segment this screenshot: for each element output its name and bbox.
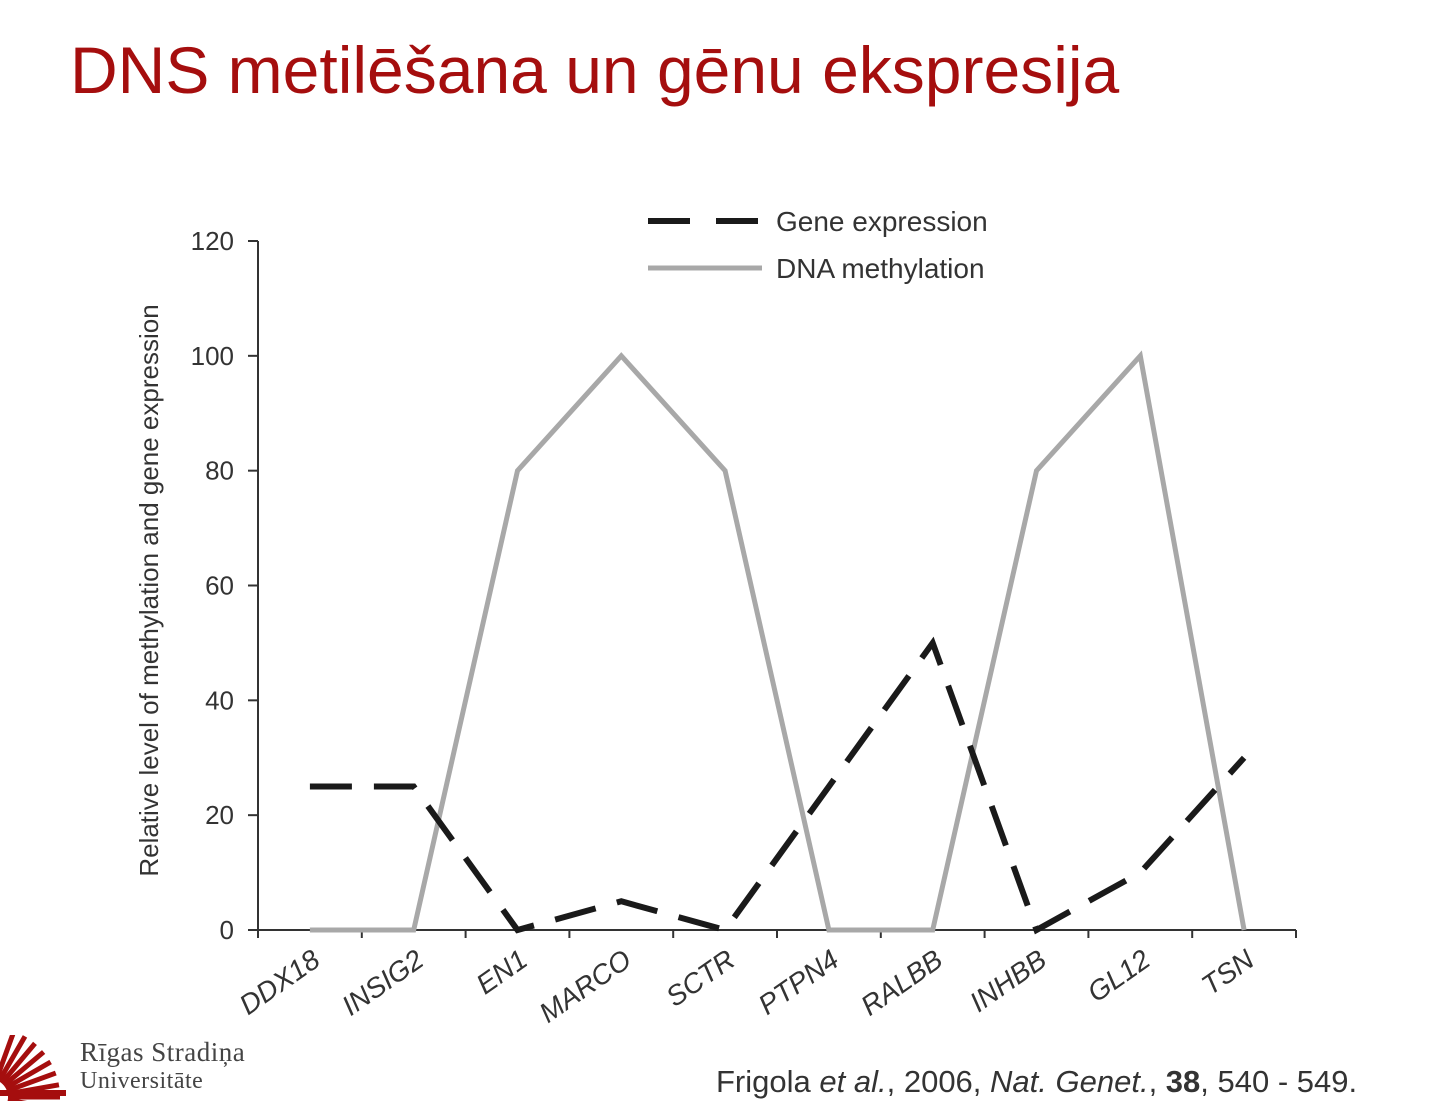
series-line-gene-expression <box>309 636 1247 935</box>
x-tick-label: TSN <box>1196 943 1260 1001</box>
chart-series <box>309 350 1247 935</box>
y-tick-label: 120 <box>191 226 234 256</box>
university-logo-icon <box>0 1035 66 1101</box>
citation-authors: Frigola <box>716 1064 811 1099</box>
x-tick-label: SCTR <box>660 944 740 1013</box>
x-tick-label: INSIG2 <box>336 943 429 1021</box>
logo-text-line2: Universitāte <box>80 1068 204 1094</box>
y-tick-label: 0 <box>220 915 234 945</box>
y-tick-label: 100 <box>191 341 234 371</box>
x-tick-label: RALBB <box>855 944 948 1022</box>
y-tick-label: 60 <box>205 571 234 601</box>
series-line-dna-methylation <box>309 350 1247 933</box>
legend-label: DNA methylation <box>776 253 985 284</box>
x-tick-label: INHBB <box>964 944 1052 1018</box>
x-tick-label: GL12 <box>1082 943 1156 1008</box>
citation: Frigola et al., 2006, Nat. Genet., 38, 5… <box>716 1064 1357 1100</box>
logo-text-line1: Rīgas Stradiņa <box>80 1037 246 1067</box>
x-tick-label: PTPN4 <box>753 944 845 1021</box>
x-tick-label: MARCO <box>534 944 637 1029</box>
x-tick-label: DDX18 <box>234 943 326 1020</box>
x-tick-label: EN1 <box>471 944 533 1001</box>
chart-legend: Gene expression DNA methylation <box>648 206 988 284</box>
citation-journal: Nat. Genet. <box>990 1064 1149 1099</box>
x-axis: DDX18 INSIG2 EN1 MARCO SCTR PTPN4 RALBB INHBB GL… <box>234 929 1297 1029</box>
y-tick-label: 20 <box>205 800 234 830</box>
citation-pages: , 540 - 549. <box>1200 1064 1358 1099</box>
y-axis-label: Relative level of methylation and gene e… <box>134 304 164 876</box>
slide-title: DNS metilēšana un gēnu ekspresija <box>70 33 1120 107</box>
legend-label: Gene expression <box>776 206 988 237</box>
y-axis: 0 20 40 60 80 100 120 <box>191 226 259 945</box>
y-tick-label: 40 <box>205 685 234 715</box>
citation-year: , 2006, <box>886 1064 991 1099</box>
citation-etal: et al. <box>819 1064 887 1099</box>
y-tick-label: 80 <box>205 456 234 486</box>
citation-volume: 38 <box>1165 1064 1201 1099</box>
citation-sep: , <box>1148 1064 1166 1099</box>
